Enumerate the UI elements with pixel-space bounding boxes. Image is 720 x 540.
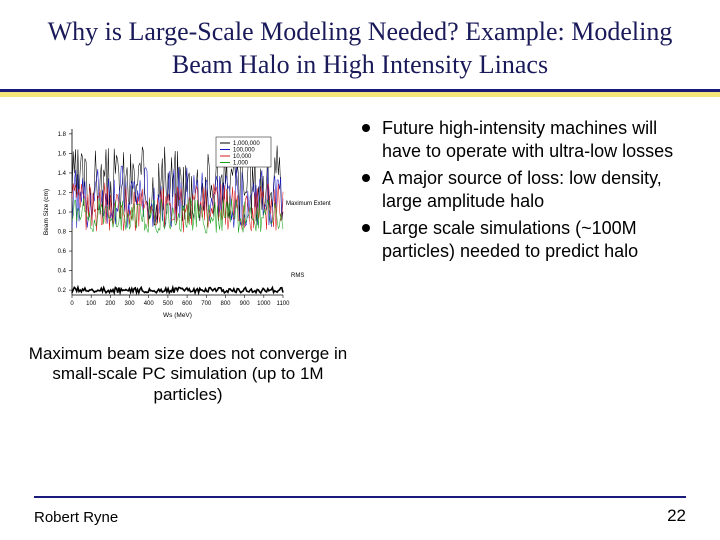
footer: Robert Ryne 22 [0,506,720,526]
svg-text:1.2: 1.2 [58,190,67,196]
slide-title: Why is Large-Scale Modeling Needed? Exam… [0,0,720,89]
svg-text:10,000: 10,000 [233,154,252,160]
svg-text:0.4: 0.4 [58,269,67,275]
svg-text:200: 200 [105,301,116,307]
right-column: Future high-intensity machines will have… [348,117,692,405]
bullet-item: Future high-intensity machines will have… [360,117,692,163]
author-name: Robert Ryne [34,509,118,526]
footer-rule [34,496,686,498]
chart-caption: Maximum beam size does not converge in s… [28,344,348,405]
bullet-list: Future high-intensity machines will have… [360,117,692,263]
svg-text:1.0: 1.0 [58,210,67,216]
beam-size-chart: 0100200300400500600700800900100011000.20… [38,117,338,322]
svg-text:Beam Size (cm): Beam Size (cm) [43,189,50,235]
svg-text:400: 400 [144,301,155,307]
svg-text:1.8: 1.8 [58,132,67,138]
bullet-item: Large scale simulations (~100M particles… [360,217,692,263]
svg-text:300: 300 [125,301,136,307]
svg-text:1.4: 1.4 [58,171,67,177]
bullet-item: A major source of loss: low density, lar… [360,167,692,213]
svg-text:1.6: 1.6 [58,151,67,157]
svg-text:700: 700 [201,301,212,307]
svg-text:0.6: 0.6 [58,249,67,255]
svg-text:RMS: RMS [291,273,304,279]
left-column: 0100200300400500600700800900100011000.20… [28,117,348,405]
svg-text:100: 100 [86,301,97,307]
svg-text:Ws (MeV): Ws (MeV) [163,312,192,319]
title-rule [0,89,720,97]
svg-text:100,000: 100,000 [233,148,255,154]
page-number: 22 [667,506,686,526]
svg-text:0.2: 0.2 [58,288,67,294]
svg-text:1100: 1100 [277,301,291,307]
content-area: 0100200300400500600700800900100011000.20… [0,97,720,405]
svg-text:0.8: 0.8 [58,230,67,236]
svg-text:900: 900 [240,301,251,307]
svg-text:Maximum Extent: Maximum Extent [286,201,331,207]
svg-text:600: 600 [182,301,193,307]
svg-text:500: 500 [163,301,174,307]
svg-text:1000: 1000 [257,301,271,307]
svg-text:800: 800 [220,301,231,307]
svg-text:1,000: 1,000 [233,161,249,167]
svg-text:1,000,000: 1,000,000 [233,141,260,147]
